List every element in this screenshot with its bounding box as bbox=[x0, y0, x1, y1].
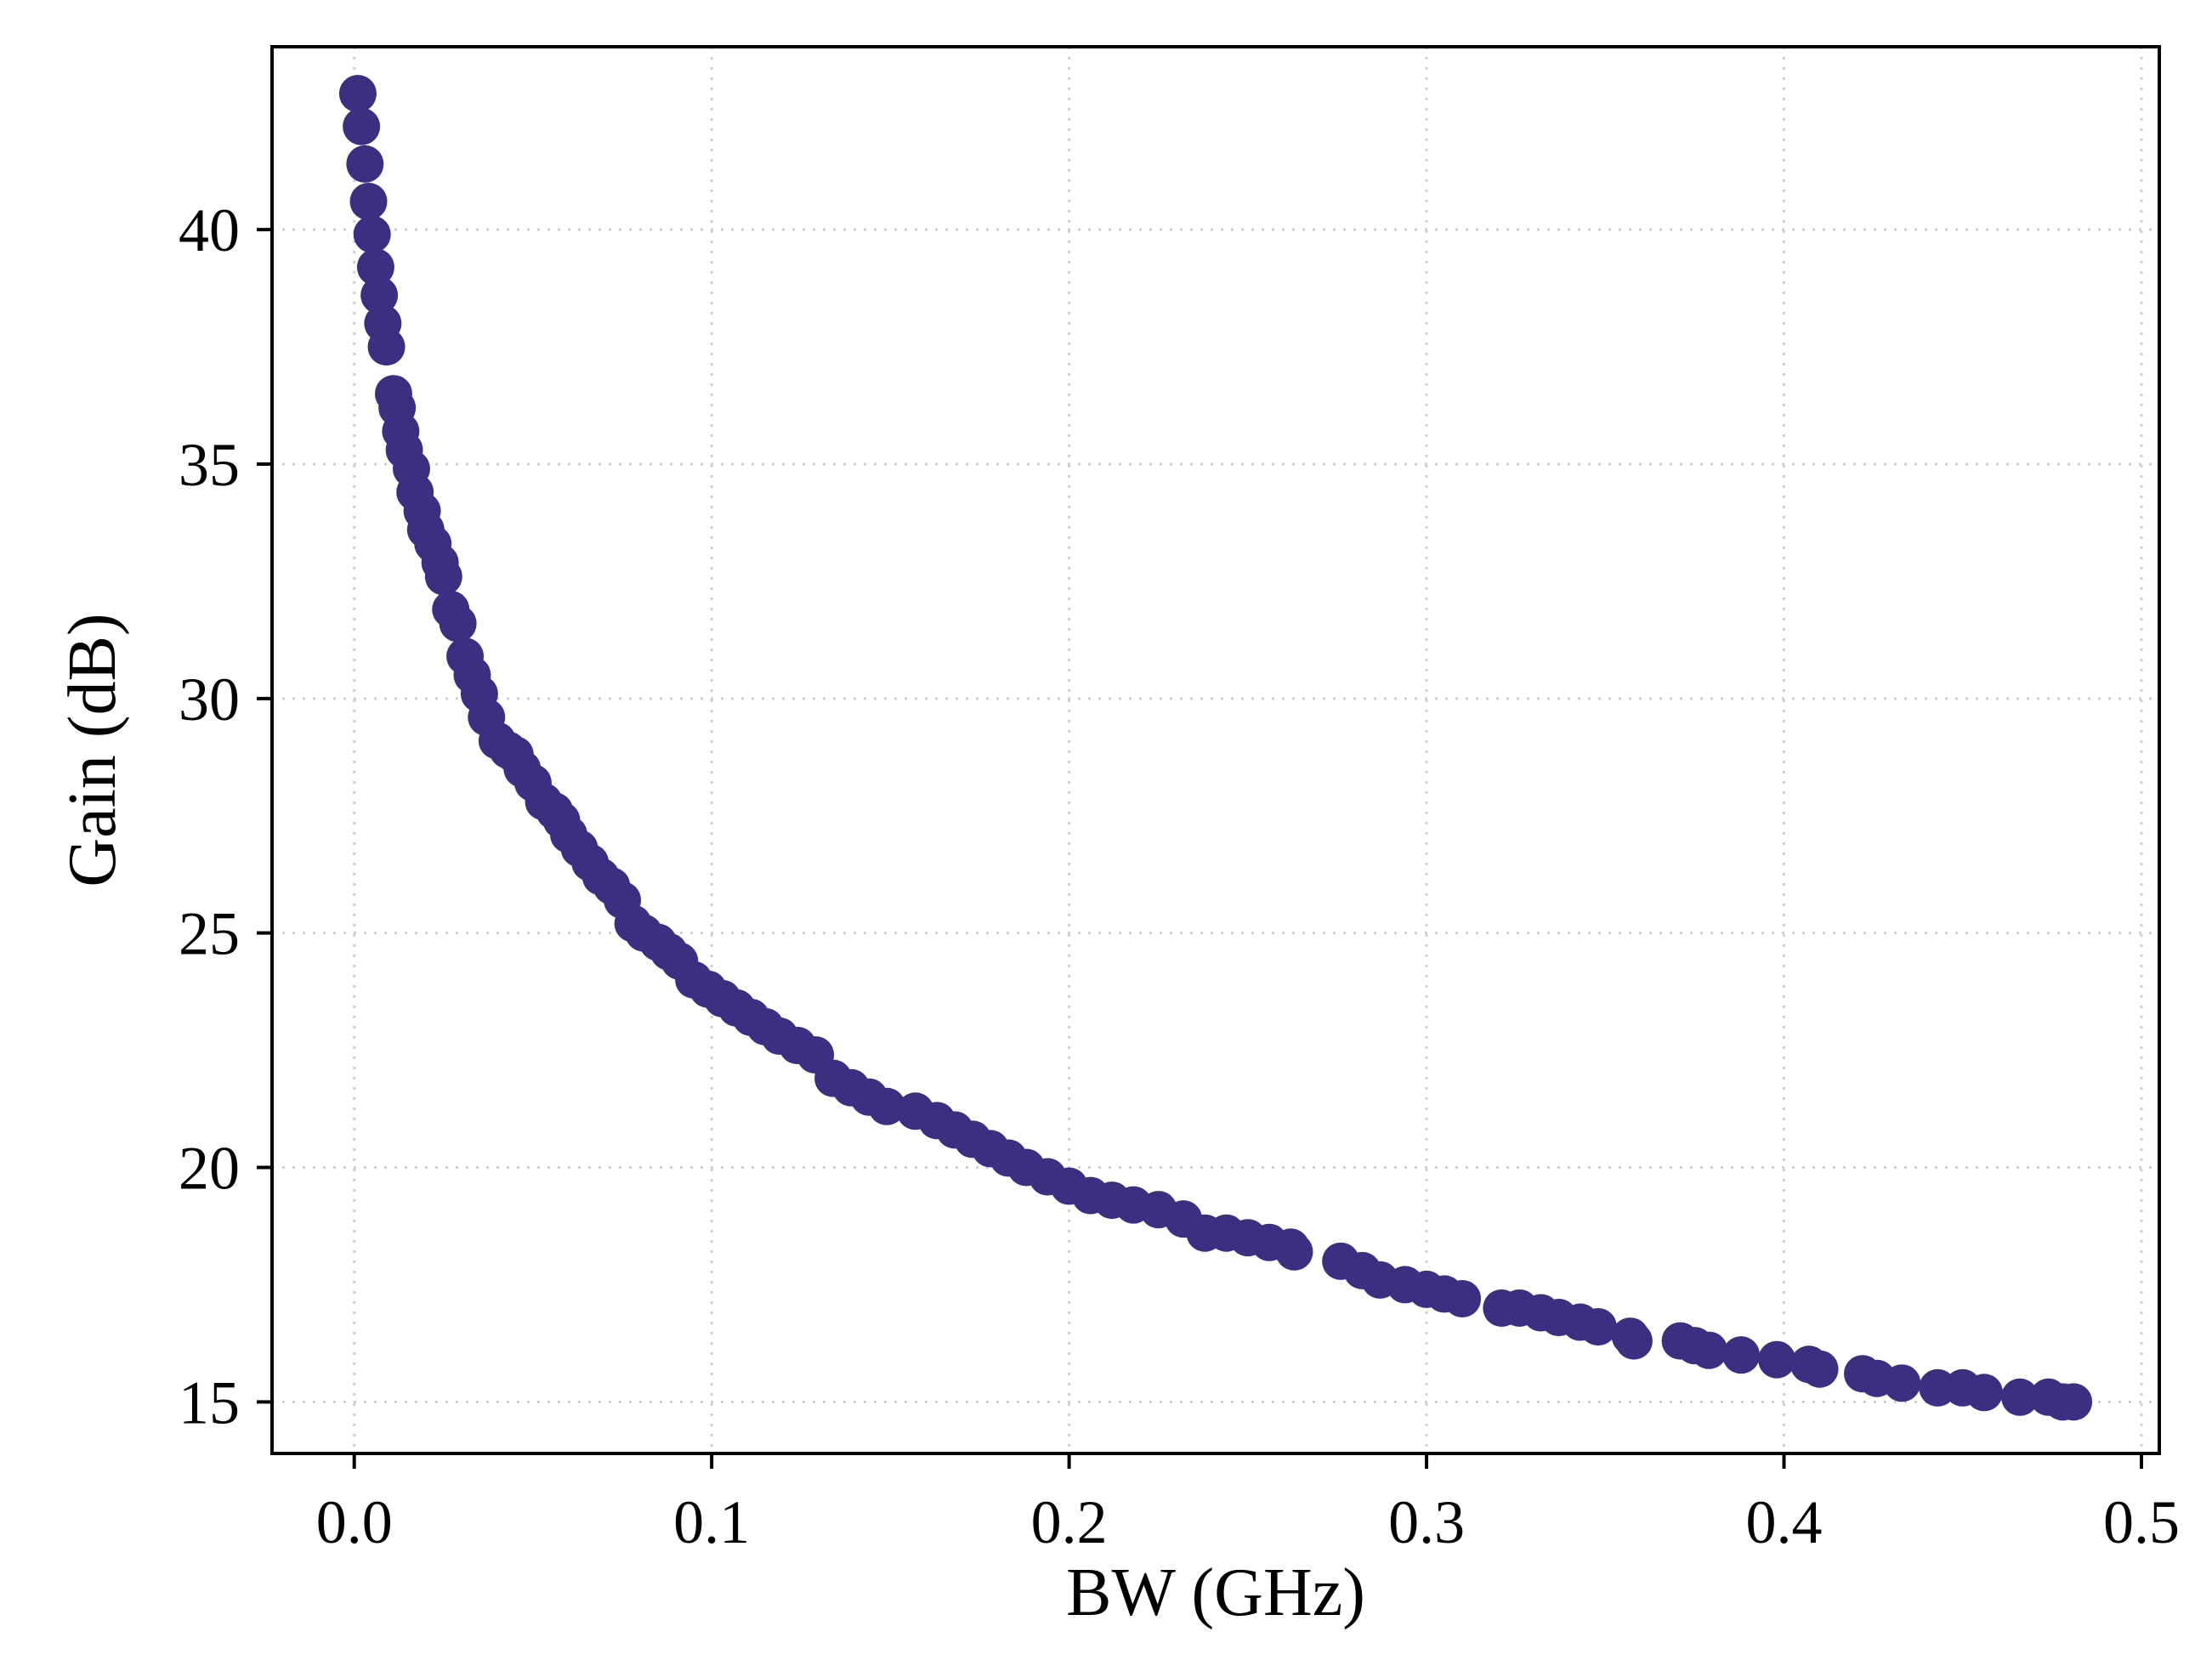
x-tick-label: 0.4 bbox=[1746, 1488, 1823, 1556]
data-point bbox=[2055, 1383, 2093, 1421]
data-point bbox=[1275, 1232, 1313, 1271]
data-point bbox=[353, 215, 391, 253]
x-tick-label: 0.0 bbox=[316, 1488, 393, 1556]
data-point bbox=[346, 144, 384, 183]
data-point bbox=[1443, 1279, 1482, 1317]
x-axis-label: BW (GHz) bbox=[1066, 1555, 1365, 1630]
data-point bbox=[1614, 1322, 1653, 1360]
plot-area-frame bbox=[270, 45, 2161, 1455]
data-point bbox=[356, 248, 394, 286]
x-tick-label: 0.2 bbox=[1031, 1488, 1108, 1556]
data-point bbox=[868, 1087, 906, 1125]
data-point bbox=[338, 75, 377, 113]
data-point bbox=[1965, 1374, 2003, 1412]
x-tick-label: 0.5 bbox=[2103, 1488, 2180, 1556]
data-point bbox=[1801, 1350, 1839, 1388]
data-point bbox=[360, 276, 399, 314]
x-tick-label: 0.3 bbox=[1388, 1488, 1465, 1556]
data-point bbox=[343, 107, 381, 145]
data-point bbox=[1883, 1364, 1921, 1402]
y-tick-label: 25 bbox=[179, 900, 240, 968]
y-tick-label: 35 bbox=[179, 431, 240, 499]
data-point bbox=[367, 328, 406, 366]
data-point bbox=[1690, 1331, 1728, 1369]
y-tick-label: 40 bbox=[179, 196, 240, 264]
data-point bbox=[1758, 1340, 1796, 1379]
grid-lines bbox=[272, 47, 2159, 1453]
y-tick-label: 15 bbox=[179, 1368, 240, 1436]
data-point bbox=[1722, 1336, 1761, 1374]
data-point bbox=[424, 558, 462, 596]
data-point bbox=[439, 604, 477, 643]
y-tick-label: 30 bbox=[179, 666, 240, 734]
data-point bbox=[349, 183, 388, 221]
data-point bbox=[1579, 1308, 1617, 1346]
data-point bbox=[2001, 1378, 2039, 1416]
data-points bbox=[338, 75, 2093, 1421]
axis-ticks: 0.0 0.1 0.2 0.3 0.4 0.5 15 20 25 30 35 40 bbox=[179, 196, 2180, 1556]
y-tick-label: 20 bbox=[179, 1134, 240, 1202]
y-axis-label: Gain (dB) bbox=[55, 613, 130, 887]
x-tick-label: 0.1 bbox=[673, 1488, 750, 1556]
